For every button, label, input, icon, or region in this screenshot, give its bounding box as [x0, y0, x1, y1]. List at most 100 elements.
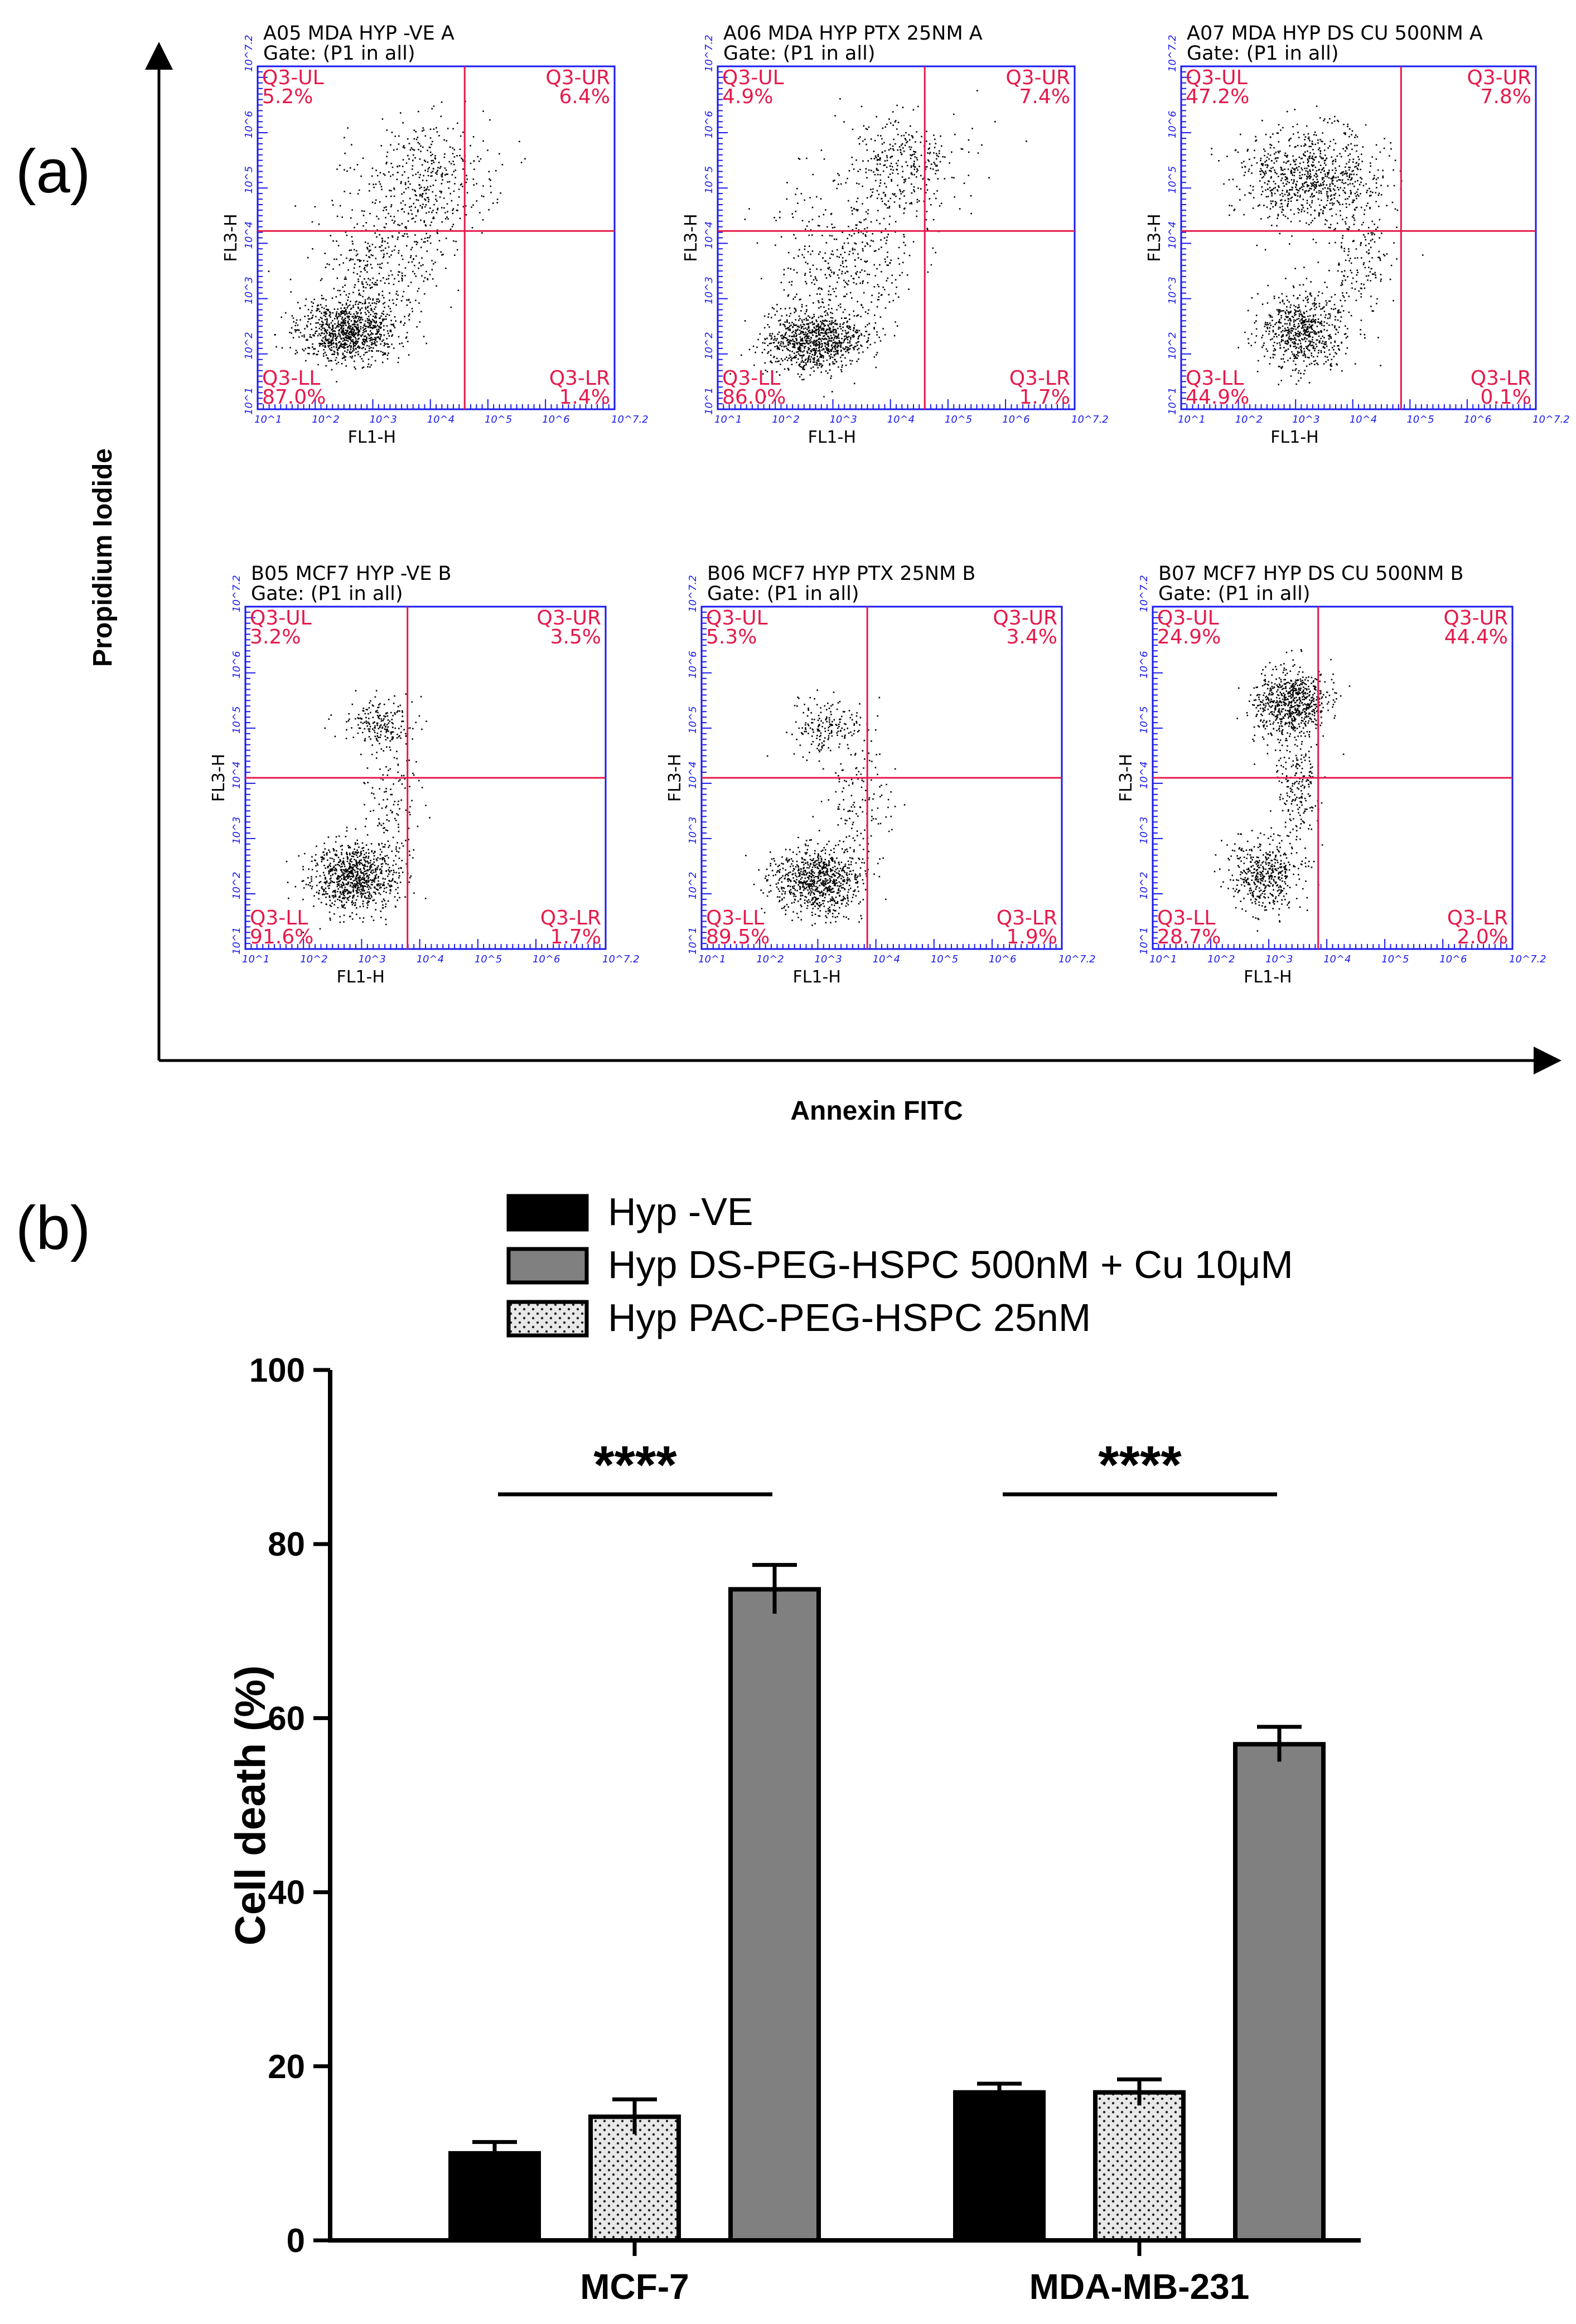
flow-y-tick-label: 10^1 [703, 388, 715, 415]
flow-y-tick-label: 10^6 [687, 651, 699, 678]
flow-y-tick-label: 10^4 [1138, 761, 1150, 788]
quadrant-name-ll: Q3-LL [1186, 367, 1244, 390]
flow-y-channel: FL3-H [1116, 754, 1136, 802]
flow-x-tick-label: 10^1 [254, 414, 282, 425]
flow-y-tick-label: 10^6 [1138, 651, 1150, 678]
flow-x-tick-label: 10^5 [485, 414, 512, 425]
panel-a: (a) Propidium Iodide Annexin FITC A05 MD… [16, 22, 1570, 1126]
flow-x-tick-label: 10^6 [1439, 953, 1467, 965]
flow-x-tick-label: 10^1 [1178, 414, 1205, 425]
quadrant-name-ll: Q3-LL [706, 907, 764, 929]
flow-plot-frame [717, 65, 1076, 410]
flow-y-tick-label: 10^6 [703, 111, 715, 138]
panel-a-label: (a) [16, 137, 90, 206]
flow-x-tick-label: 10^5 [1381, 953, 1409, 965]
flow-x-tick-label: 10^3 [1292, 414, 1319, 425]
legend-swatch [506, 1300, 589, 1338]
flow-x-channel: FL1-H [808, 428, 856, 447]
legend-swatch [506, 1194, 589, 1232]
flow-plot-title: B06 MCF7 HYP PTX 25NM B [707, 563, 975, 585]
flow-x-tick-label: 10^1 [1149, 953, 1177, 965]
quadrant-name-ur: Q3-UR [536, 607, 601, 630]
flow-y-tick-label: 10^3 [1167, 277, 1178, 304]
flow-plot-gate: Gate: (P1 in all) [723, 42, 875, 65]
panel-a-x-title: Annexin FITC [790, 1096, 963, 1126]
flow-y-channel: FL3-H [209, 754, 229, 802]
quadrant-name-lr: Q3-LR [540, 907, 601, 929]
quadrant-name-ll: Q3-LL [1157, 907, 1215, 929]
quadrant-pct-lr: 1.9% [1007, 926, 1057, 948]
flow-x-tick-label: 10^4 [1350, 414, 1377, 425]
flow-x-tick-label: 10^4 [1323, 953, 1351, 965]
flow-y-channel: FL3-H [665, 754, 685, 802]
flow-y-tick-label: 10^4 [231, 761, 243, 788]
legend-label: Hyp PAC-PEG-HSPC 25nM [608, 1296, 1091, 1339]
quadrant-name-lr: Q3-LR [1447, 907, 1508, 929]
y-axis-title: Cell death (%) [227, 1665, 274, 1946]
flow-plot-gate: Gate: (P1 in all) [263, 42, 415, 65]
flow-y-tick-label: 10^5 [703, 166, 715, 193]
flow-x-tick-label: 10^1 [698, 953, 726, 965]
flow-x-channel: FL1-H [336, 967, 384, 987]
flow-x-tick-label: 10^7.2 [1533, 414, 1570, 425]
flow-x-tick-label: 10^2 [312, 414, 339, 425]
bar [1233, 1742, 1326, 2243]
y-tick-label: 20 [268, 2048, 305, 2085]
flow-x-tick-label: 10^3 [814, 953, 842, 965]
flow-x-tick-label: 10^1 [714, 414, 742, 425]
quadrant-name-ll: Q3-LL [722, 367, 780, 390]
flow-y-channel: FL3-H [1145, 214, 1164, 262]
flow-y-tick-label: 10^2 [1167, 332, 1178, 359]
bar [1093, 2090, 1186, 2243]
y-tick-label: 80 [268, 1526, 305, 1563]
quadrant-pct-lr: 1.7% [1019, 386, 1070, 409]
flow-y-tick-label: 10^6 [1167, 111, 1178, 138]
flow-plot-gate: Gate: (P1 in all) [707, 583, 859, 605]
flow-y-tick-label: 10^5 [687, 706, 699, 733]
flow-y-tick-label: 10^2 [703, 332, 715, 359]
x-tick-label: MDA-MB-231 [1029, 2267, 1250, 2307]
flow-x-tick-label: 10^6 [533, 953, 560, 965]
flow-x-tick-label: 10^2 [1235, 414, 1263, 425]
flow-x-tick-label: 10^2 [1207, 953, 1235, 965]
flow-x-tick-label: 10^4 [427, 414, 455, 425]
flow-plot-frame [1180, 65, 1537, 410]
quadrant-pct-lr: 1.4% [559, 386, 610, 409]
flow-x-tick-label: 10^5 [931, 953, 958, 965]
flow-plot-dots [286, 690, 431, 933]
significance-label: **** [593, 1435, 677, 1495]
quadrant-pct-ul: 4.9% [722, 85, 773, 108]
flow-x-tick-label: 10^7.2 [1509, 953, 1546, 965]
flow-y-tick-label: 10^1 [231, 927, 243, 955]
flow-y-tick-label: 10^7.2 [1167, 35, 1178, 72]
quadrant-pct-lr: 0.1% [1481, 386, 1531, 409]
flow-y-tick-label: 10^6 [231, 651, 243, 678]
quadrant-name-ll: Q3-LL [262, 367, 320, 390]
flow-plot-ticks: 10^110^1 10^2 10^2 10^3 10^3 10^4 10^4 10^5 10^5… [1138, 575, 1546, 965]
bar [953, 2090, 1046, 2243]
flow-y-tick-label: 10^3 [231, 816, 243, 844]
flow-x-tick-label: 10^5 [945, 414, 972, 425]
flow-x-tick-label: 10^4 [417, 953, 444, 965]
quadrant-pct-ll: 89.5% [706, 926, 770, 948]
quadrant-name-ur: Q3-UR [1467, 66, 1531, 89]
flow-y-tick-label: 10^6 [243, 111, 255, 138]
flow-x-tick-label: 10^6 [1464, 414, 1491, 425]
flow-y-tick-label: 10^3 [703, 277, 715, 304]
flow-plot-dots [745, 689, 906, 926]
flow-plot-gate: Gate: (P1 in all) [1187, 42, 1338, 65]
flow-y-tick-label: 10^1 [1167, 388, 1178, 415]
flow-plot-ticks: 10^110^1 10^2 10^2 10^3 10^3 10^4 10^4 10^5 10^5… [687, 575, 1096, 965]
quadrant-pct-ur: 3.4% [1007, 626, 1057, 648]
quadrant-pct-ur: 7.8% [1481, 85, 1531, 108]
flow-plot-title: B05 MCF7 HYP -VE B [251, 563, 452, 585]
flow-y-tick-label: 10^3 [687, 816, 699, 844]
y-tick-label: 40 [268, 1874, 305, 1911]
flow-x-tick-label: 10^6 [989, 953, 1016, 965]
flow-x-tick-label: 10^2 [756, 953, 784, 965]
quadrant-name-ul: Q3-UL [722, 66, 784, 89]
